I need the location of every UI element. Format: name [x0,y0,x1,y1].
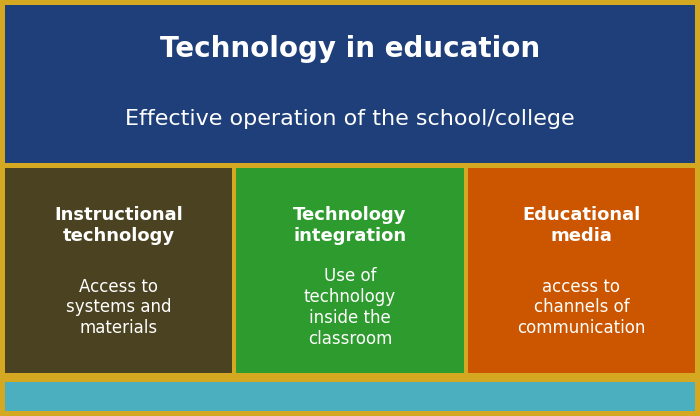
Bar [5,382,695,411]
Text: Technology
integration: Technology integration [293,206,407,245]
Bar [468,168,695,373]
Text: Access to
systems and
materials: Access to systems and materials [66,277,172,337]
Text: Effective operation of the school/college: Effective operation of the school/colleg… [125,109,575,129]
Text: Instructional
technology: Instructional technology [55,206,183,245]
Bar [237,168,463,373]
Bar [5,168,232,373]
Text: Use of
technology
inside the
classroom: Use of technology inside the classroom [304,267,396,347]
Bar [5,5,695,163]
Text: Technology in education: Technology in education [160,35,540,63]
Text: Educational
media: Educational media [522,206,641,245]
Text: access to
channels of
communication: access to channels of communication [517,277,645,337]
